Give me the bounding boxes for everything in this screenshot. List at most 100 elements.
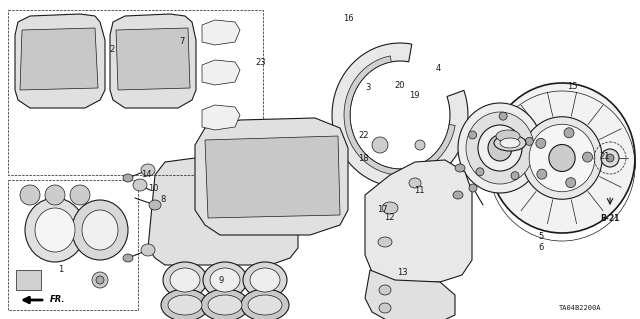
Ellipse shape: [415, 140, 425, 150]
Ellipse shape: [522, 117, 602, 199]
Polygon shape: [202, 20, 240, 45]
Polygon shape: [15, 14, 105, 108]
Ellipse shape: [500, 138, 520, 148]
Ellipse shape: [378, 237, 392, 247]
Ellipse shape: [96, 276, 104, 284]
Ellipse shape: [203, 262, 247, 298]
Ellipse shape: [511, 172, 519, 180]
Ellipse shape: [20, 185, 40, 205]
Polygon shape: [110, 14, 196, 108]
Ellipse shape: [468, 131, 477, 139]
Ellipse shape: [201, 289, 249, 319]
Text: 6: 6: [538, 243, 543, 252]
Ellipse shape: [458, 103, 542, 193]
Ellipse shape: [382, 202, 398, 214]
Text: TA04B2200A: TA04B2200A: [559, 305, 601, 311]
Bar: [8, 10, 263, 175]
Text: FR.: FR.: [50, 295, 65, 305]
Text: 7: 7: [180, 37, 185, 46]
Ellipse shape: [582, 152, 593, 162]
Ellipse shape: [250, 268, 280, 292]
Text: 21: 21: [600, 152, 610, 161]
Text: 10: 10: [148, 184, 159, 193]
Ellipse shape: [469, 184, 477, 192]
Ellipse shape: [494, 135, 526, 151]
Ellipse shape: [45, 185, 65, 205]
Ellipse shape: [453, 191, 463, 199]
Text: 16: 16: [344, 14, 354, 23]
Ellipse shape: [499, 112, 507, 120]
Text: 1: 1: [58, 265, 63, 274]
Ellipse shape: [549, 145, 575, 172]
Ellipse shape: [161, 289, 209, 319]
Ellipse shape: [601, 149, 619, 167]
Ellipse shape: [566, 178, 576, 188]
Polygon shape: [365, 160, 472, 282]
Ellipse shape: [72, 200, 128, 260]
Text: 18: 18: [358, 154, 369, 163]
Polygon shape: [202, 105, 240, 130]
Text: 15: 15: [568, 82, 578, 91]
Ellipse shape: [163, 262, 207, 298]
Ellipse shape: [379, 285, 391, 295]
Text: 23: 23: [256, 58, 266, 67]
Ellipse shape: [466, 112, 534, 184]
Text: 12: 12: [384, 213, 394, 222]
Ellipse shape: [478, 125, 522, 171]
Ellipse shape: [35, 208, 75, 252]
Ellipse shape: [241, 289, 289, 319]
Ellipse shape: [141, 164, 155, 176]
Text: 13: 13: [397, 268, 407, 277]
Text: 8: 8: [161, 195, 166, 204]
Text: 19: 19: [410, 91, 420, 100]
Ellipse shape: [168, 295, 202, 315]
Text: 4: 4: [436, 64, 441, 73]
Polygon shape: [205, 136, 340, 218]
Ellipse shape: [243, 262, 287, 298]
Ellipse shape: [123, 254, 133, 262]
Text: 11: 11: [414, 186, 424, 195]
Ellipse shape: [455, 164, 465, 172]
Polygon shape: [332, 43, 468, 187]
Text: 3: 3: [365, 83, 371, 92]
Bar: [8, 180, 138, 310]
Polygon shape: [195, 118, 348, 235]
Ellipse shape: [476, 168, 484, 176]
Ellipse shape: [537, 169, 547, 179]
Text: B-21: B-21: [600, 214, 620, 223]
Ellipse shape: [606, 154, 614, 162]
Bar: [16, 270, 41, 290]
Ellipse shape: [248, 295, 282, 315]
Ellipse shape: [496, 130, 520, 142]
Ellipse shape: [409, 178, 421, 188]
Text: 5: 5: [538, 232, 543, 241]
Ellipse shape: [488, 135, 512, 161]
Text: 17: 17: [378, 205, 388, 214]
Ellipse shape: [379, 303, 391, 313]
Ellipse shape: [536, 138, 546, 148]
Ellipse shape: [92, 272, 108, 288]
Polygon shape: [148, 158, 298, 265]
Text: 2: 2: [109, 45, 115, 54]
Ellipse shape: [210, 268, 240, 292]
Text: 14: 14: [141, 170, 151, 179]
Ellipse shape: [149, 200, 161, 210]
Ellipse shape: [25, 198, 85, 262]
Ellipse shape: [529, 124, 595, 192]
Polygon shape: [344, 56, 455, 175]
Ellipse shape: [208, 295, 242, 315]
Ellipse shape: [123, 174, 133, 182]
Ellipse shape: [70, 185, 90, 205]
Ellipse shape: [564, 128, 574, 138]
Ellipse shape: [133, 179, 147, 191]
Ellipse shape: [489, 83, 635, 233]
Ellipse shape: [372, 137, 388, 153]
Ellipse shape: [525, 137, 533, 145]
Text: 9: 9: [218, 276, 223, 285]
Ellipse shape: [141, 244, 155, 256]
Text: 20: 20: [395, 81, 405, 90]
Polygon shape: [20, 28, 98, 90]
Polygon shape: [116, 28, 190, 90]
Ellipse shape: [170, 268, 200, 292]
Polygon shape: [365, 270, 455, 319]
